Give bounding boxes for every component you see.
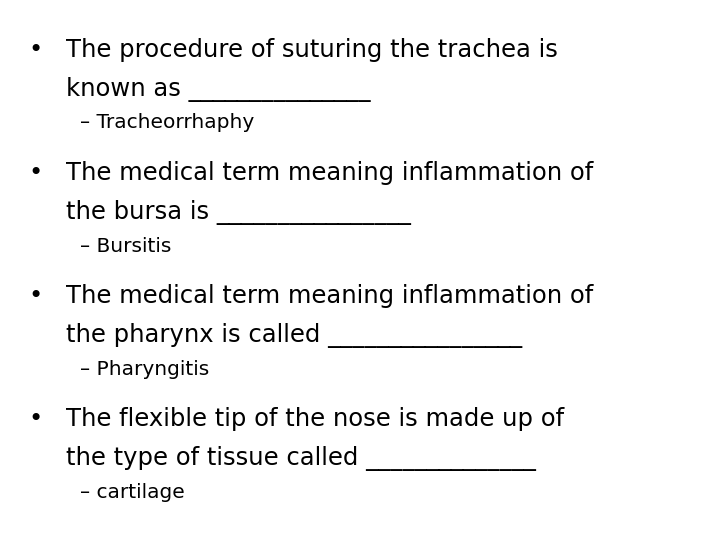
Text: known as _______________: known as _______________ <box>66 77 371 102</box>
Text: – cartilage: – cartilage <box>80 483 185 502</box>
Text: – Pharyngitis: – Pharyngitis <box>80 360 210 379</box>
Text: the type of tissue called ______________: the type of tissue called ______________ <box>66 446 536 471</box>
Text: •: • <box>28 284 42 308</box>
Text: •: • <box>28 38 42 62</box>
Text: The flexible tip of the nose is made up of: The flexible tip of the nose is made up … <box>66 407 564 431</box>
Text: •: • <box>28 407 42 431</box>
Text: the bursa is ________________: the bursa is ________________ <box>66 200 411 225</box>
Text: the pharynx is called ________________: the pharynx is called ________________ <box>66 323 523 348</box>
Text: The procedure of suturing the trachea is: The procedure of suturing the trachea is <box>66 38 558 62</box>
Text: The medical term meaning inflammation of: The medical term meaning inflammation of <box>66 284 593 308</box>
Text: The medical term meaning inflammation of: The medical term meaning inflammation of <box>66 161 593 185</box>
Text: •: • <box>28 161 42 185</box>
Text: – Tracheorrhaphy: – Tracheorrhaphy <box>80 113 254 132</box>
Text: – Bursitis: – Bursitis <box>80 237 171 255</box>
